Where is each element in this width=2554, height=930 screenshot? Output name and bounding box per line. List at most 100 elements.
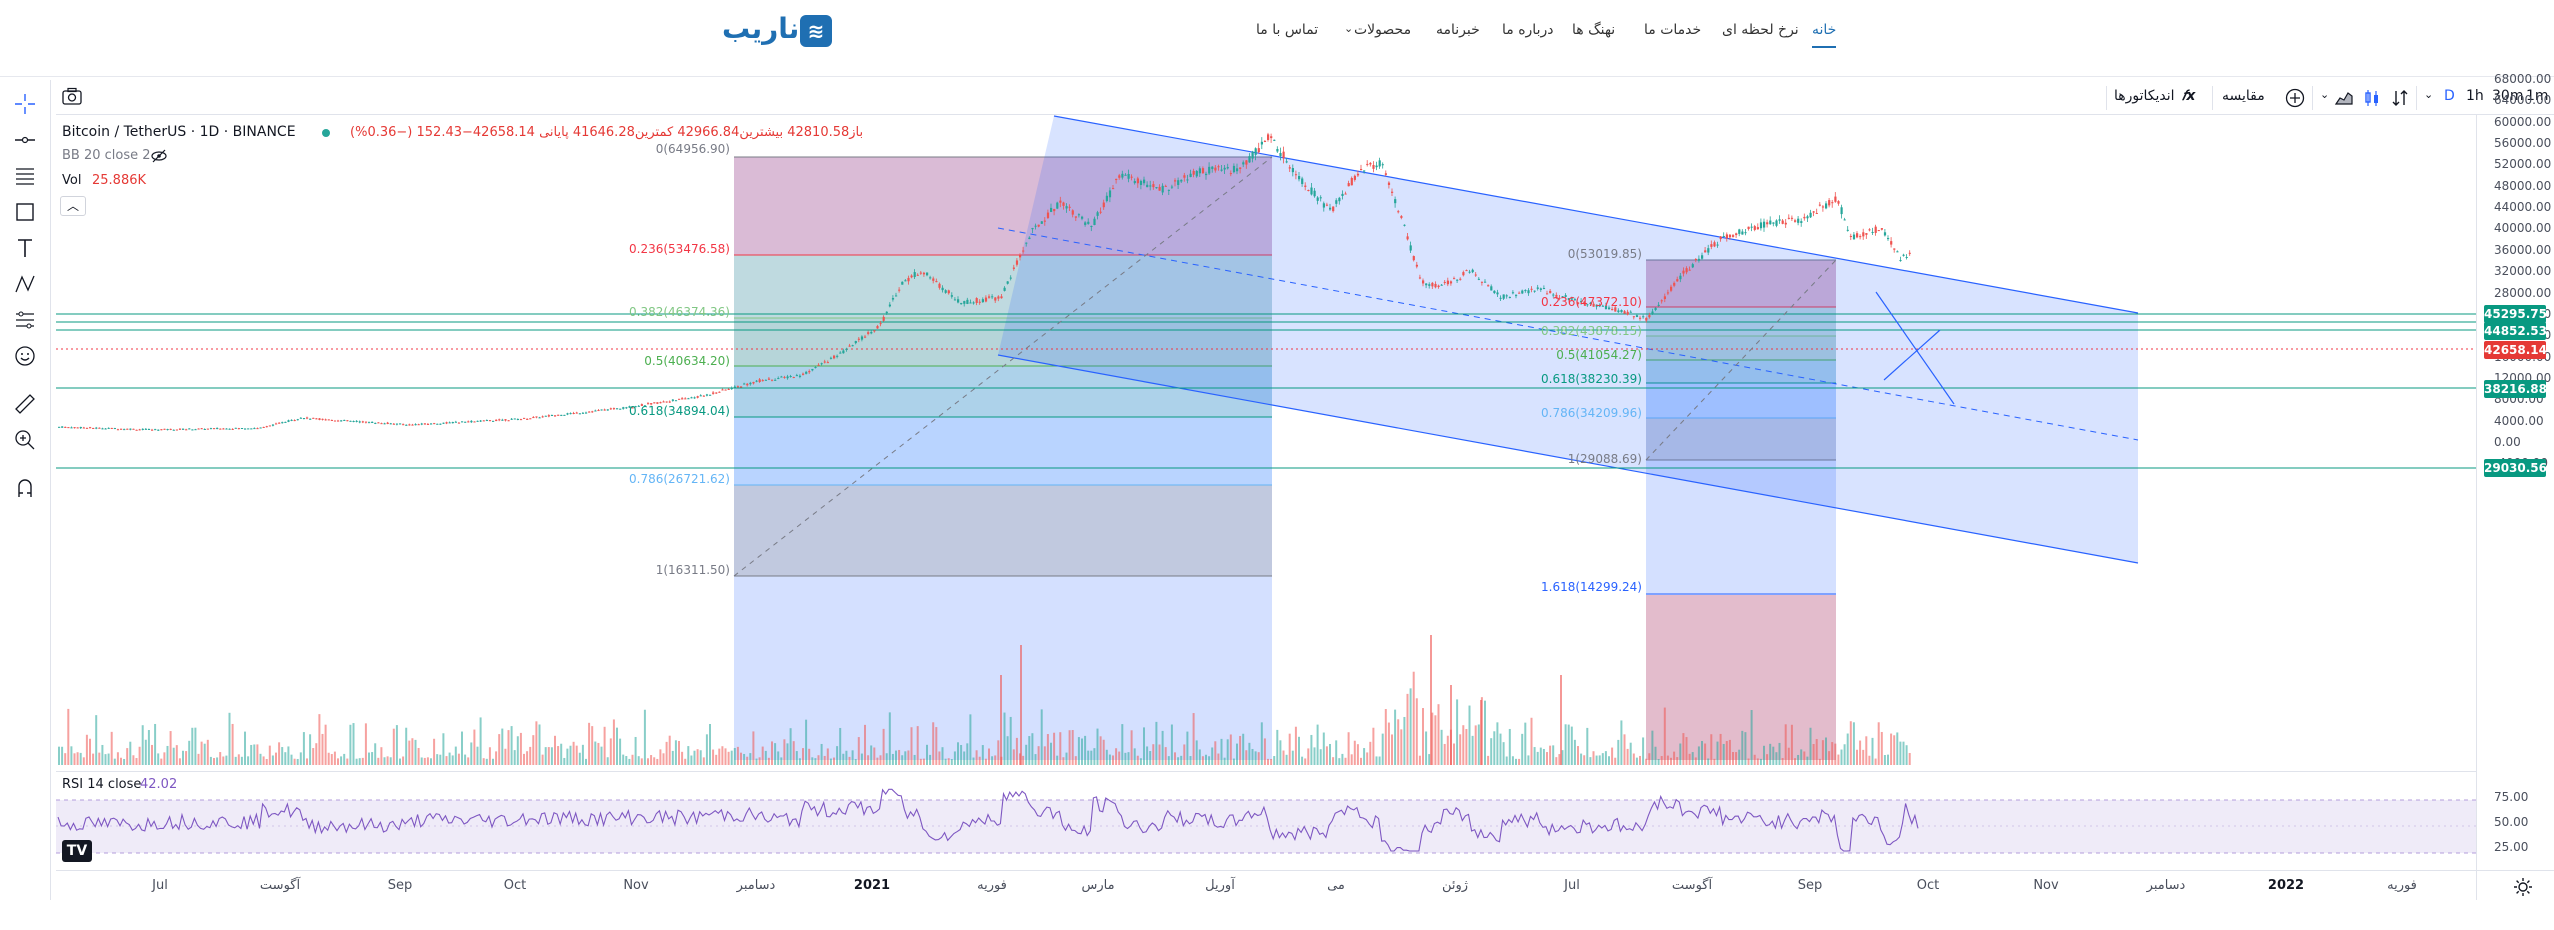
nav-home[interactable]: خانه [1812, 22, 1837, 38]
nav-about[interactable]: درباره ما [1502, 22, 1554, 38]
candle-body [898, 289, 901, 291]
forecast-icon[interactable] [13, 308, 37, 332]
volume-bar [507, 730, 510, 765]
interval-1h[interactable]: 1h [2466, 88, 2484, 104]
interval-d[interactable]: D [2444, 88, 2455, 104]
site-logo[interactable]: ناریب [722, 12, 800, 45]
compare-button[interactable]: مقایسه [2222, 88, 2265, 104]
candle-body [696, 396, 699, 398]
candle-body [126, 428, 129, 430]
volume-bar [485, 758, 488, 765]
volume-bar [358, 758, 361, 765]
eye-off-icon[interactable] [150, 148, 168, 164]
candle-body [1217, 166, 1220, 168]
indicators-icon[interactable]: 𝑓x [2182, 88, 2196, 104]
interval-dropdown-icon[interactable]: ⌄ [2424, 88, 2434, 101]
volume-bar [709, 724, 711, 765]
candle-body [1164, 185, 1167, 187]
candle-body [730, 387, 733, 390]
candle-body [200, 428, 203, 430]
fib-band [734, 366, 1272, 417]
volume-bar [237, 754, 240, 765]
volume-bar [302, 732, 305, 765]
candles-icon[interactable] [2362, 88, 2382, 108]
candle-body [1657, 304, 1660, 306]
candle-body [746, 383, 749, 386]
volume-bar [1710, 734, 1713, 765]
fib-level-label: 0.786(26721.62) [629, 472, 730, 486]
volume-bar [262, 756, 265, 765]
chart-type-dropdown-icon[interactable]: ⌄ [2320, 88, 2330, 101]
magnet-icon[interactable] [13, 476, 37, 500]
candle-body [1087, 221, 1090, 224]
volume-bar [1688, 753, 1691, 765]
pattern-icon[interactable] [13, 272, 37, 296]
volume-bar [399, 758, 401, 765]
candle-body [1105, 195, 1108, 202]
price-chart[interactable] [56, 115, 2476, 890]
zoom-in-icon[interactable] [13, 428, 37, 452]
nav-contact[interactable]: تماس با ما [1256, 22, 1319, 38]
ruler-icon[interactable] [13, 392, 37, 416]
fib-level-label: 0.382(46374.36) [629, 305, 730, 319]
camera-icon[interactable] [60, 86, 84, 108]
candle-body [79, 426, 82, 429]
trend-line-icon[interactable] [13, 128, 37, 152]
candle-body [532, 417, 535, 419]
nav-live-rates[interactable]: نرخ لحظه ای [1722, 22, 1799, 38]
volume-bar [1226, 739, 1229, 765]
volume-bar [1856, 749, 1858, 765]
volume-bar [1040, 709, 1043, 765]
candle-body [1707, 248, 1710, 253]
volume-bar [1738, 749, 1741, 765]
candle-body [1499, 297, 1502, 299]
nav-whales[interactable]: نهنگ ها [1572, 22, 1616, 38]
rectangle-icon[interactable] [13, 200, 37, 224]
plus-circle-icon[interactable] [2284, 87, 2306, 109]
volume-bar [1670, 757, 1672, 765]
interval-30m[interactable]: 30m [2492, 88, 2524, 104]
candle-body [1772, 222, 1775, 224]
tradingview-logo[interactable]: TV [62, 840, 92, 862]
settings-gear-icon[interactable] [2512, 876, 2534, 898]
sort-icon[interactable] [2390, 88, 2410, 108]
volume-bar [984, 758, 987, 765]
volume-bar [1561, 750, 1564, 765]
volume-bar [1384, 709, 1387, 765]
time-tick-label: 2021 [853, 878, 891, 893]
symbol-title[interactable]: Bitcoin / TetherUS · 1D · BINANCE [62, 124, 296, 140]
candle-body [591, 411, 594, 413]
interval-1m[interactable]: 1m [2526, 88, 2549, 104]
volume-bar [541, 754, 544, 765]
volume-bar [1298, 736, 1300, 765]
candle-body [1828, 200, 1831, 206]
wedge-line [1875, 291, 1955, 405]
volume-bar [1087, 750, 1090, 765]
volume-bar [321, 733, 324, 765]
nav-products[interactable]: محصولات [1354, 22, 1412, 38]
volume-bar [820, 743, 823, 765]
bb-indicator-label[interactable]: BB 20 close 2 [62, 148, 151, 163]
emoji-icon[interactable] [13, 344, 37, 368]
candle-body [1756, 227, 1759, 230]
volume-bar [1536, 751, 1539, 765]
indicators-button[interactable]: اندیکاتورها [2114, 88, 2175, 104]
price-tag: 42658.14 [2484, 341, 2548, 359]
volume-bar [774, 743, 777, 765]
area-chart-icon[interactable] [2334, 88, 2354, 108]
nav-newsletter[interactable]: خبرنامه [1436, 22, 1480, 38]
volume-bar [1164, 747, 1167, 765]
volume-bar [1549, 745, 1552, 765]
logo-icon[interactable]: ≋ [800, 15, 832, 47]
volume-bar [1763, 745, 1765, 765]
collapse-legend-button[interactable]: ︿ [60, 196, 86, 216]
fib-retracement-icon[interactable] [13, 164, 37, 188]
candle-body [1769, 220, 1772, 225]
crosshair-icon[interactable] [13, 92, 37, 116]
volume-bar [963, 751, 966, 765]
candle-body [1800, 221, 1803, 223]
volume-bar [904, 751, 907, 765]
nav-services[interactable]: خدمات ما [1644, 22, 1702, 38]
volume-bar [1121, 724, 1124, 765]
text-icon[interactable] [13, 236, 37, 260]
